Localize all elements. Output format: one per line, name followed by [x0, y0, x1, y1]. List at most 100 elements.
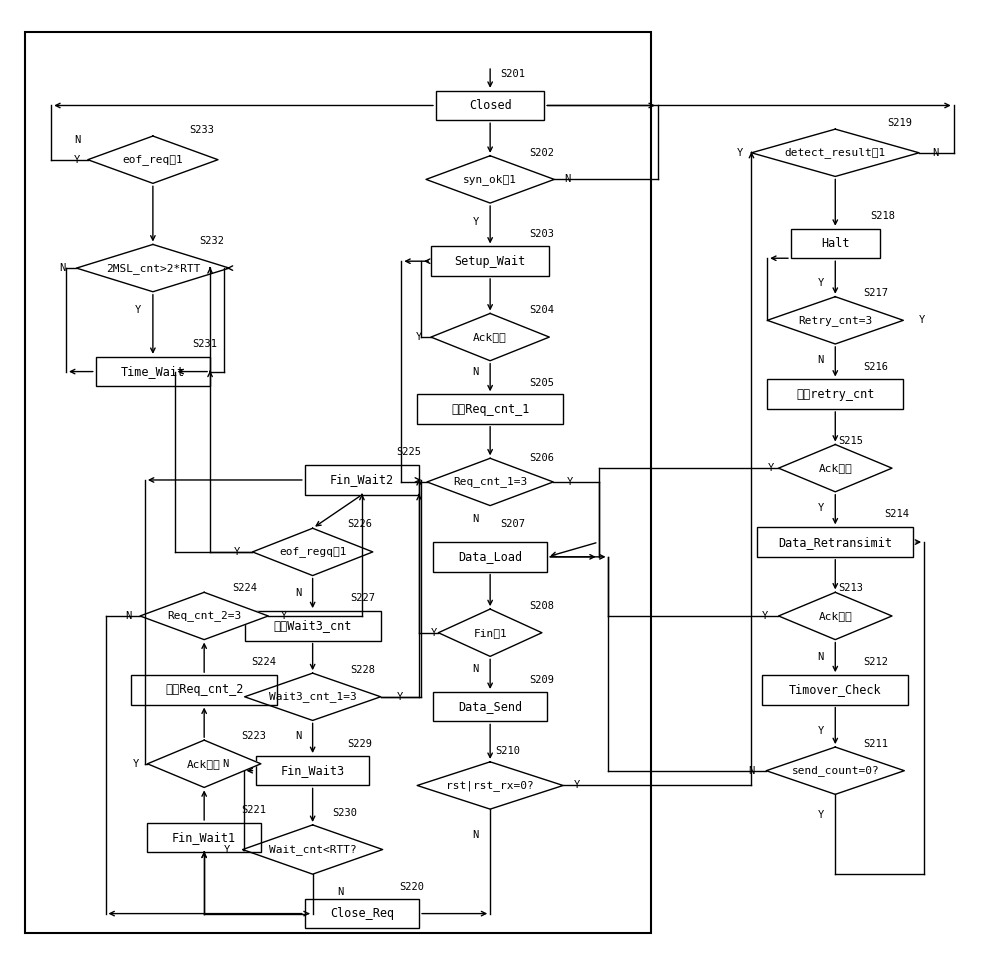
- Bar: [256, 756, 369, 786]
- Polygon shape: [431, 314, 549, 361]
- Text: N: N: [59, 263, 65, 273]
- Text: S218: S218: [870, 211, 895, 221]
- Text: S219: S219: [888, 119, 913, 128]
- Text: Ack有效: Ack有效: [818, 611, 852, 621]
- Text: Y: Y: [135, 305, 141, 316]
- Text: S201: S201: [500, 69, 525, 79]
- Text: S224: S224: [232, 584, 257, 593]
- Bar: [131, 675, 277, 704]
- Text: Fin_Wait1: Fin_Wait1: [172, 832, 236, 844]
- Text: S229: S229: [347, 739, 372, 749]
- Polygon shape: [751, 129, 919, 176]
- Text: N: N: [295, 589, 301, 598]
- Text: N: N: [74, 135, 80, 145]
- Text: S205: S205: [530, 378, 555, 389]
- Bar: [417, 394, 563, 424]
- Text: N: N: [818, 653, 824, 662]
- Text: N: N: [222, 759, 228, 768]
- Text: Y: Y: [472, 217, 479, 227]
- Text: Req_cnt_1=3: Req_cnt_1=3: [453, 477, 527, 487]
- Text: N: N: [125, 611, 132, 621]
- Polygon shape: [427, 458, 553, 505]
- Bar: [436, 91, 544, 121]
- Text: 2MSL_cnt>2*RTT: 2MSL_cnt>2*RTT: [106, 262, 200, 274]
- Text: S204: S204: [530, 305, 555, 316]
- Text: S208: S208: [530, 601, 555, 612]
- Text: Close_Req: Close_Req: [330, 907, 394, 920]
- Text: Y: Y: [818, 278, 824, 288]
- Bar: [431, 246, 549, 276]
- Text: N: N: [472, 367, 479, 376]
- Text: N: N: [932, 147, 938, 158]
- Text: Y: Y: [133, 759, 139, 768]
- Text: send_count=0?: send_count=0?: [791, 766, 879, 776]
- Text: S206: S206: [530, 454, 555, 463]
- Text: S210: S210: [495, 746, 520, 756]
- Text: N: N: [295, 731, 301, 742]
- Polygon shape: [767, 297, 903, 344]
- Text: Fin为1: Fin为1: [473, 628, 507, 637]
- Text: Y: Y: [74, 155, 80, 165]
- Bar: [767, 380, 903, 409]
- Text: N: N: [472, 515, 479, 524]
- Text: 计数retry_cnt: 计数retry_cnt: [796, 388, 874, 401]
- Bar: [25, 32, 651, 933]
- Text: 计数Req_cnt_1: 计数Req_cnt_1: [451, 403, 529, 415]
- Polygon shape: [426, 156, 554, 203]
- Text: S202: S202: [530, 147, 555, 158]
- Text: Y: Y: [224, 844, 230, 855]
- Text: N: N: [564, 174, 570, 185]
- Text: Y: Y: [761, 611, 768, 621]
- Text: S216: S216: [863, 362, 888, 371]
- Bar: [433, 542, 547, 571]
- Text: Data_Retransimit: Data_Retransimit: [778, 536, 892, 548]
- Text: Y: Y: [818, 726, 824, 736]
- Text: S231: S231: [192, 339, 217, 349]
- Text: N: N: [472, 830, 479, 839]
- Text: detect_result为1: detect_result为1: [785, 147, 886, 158]
- Text: S226: S226: [347, 520, 372, 529]
- Text: S207: S207: [500, 520, 525, 529]
- Text: 计数Req_cnt_2: 计数Req_cnt_2: [165, 683, 243, 697]
- Polygon shape: [140, 592, 268, 639]
- Text: Data_Load: Data_Load: [458, 550, 522, 564]
- Bar: [305, 899, 419, 928]
- Text: N: N: [337, 887, 344, 897]
- Polygon shape: [88, 136, 218, 184]
- Text: Time_Wait: Time_Wait: [121, 365, 185, 378]
- Text: rst|rst_rx=0?: rst|rst_rx=0?: [446, 780, 534, 790]
- Text: S221: S221: [242, 805, 267, 815]
- Text: S220: S220: [399, 882, 424, 892]
- Text: S209: S209: [530, 675, 555, 685]
- Text: S203: S203: [530, 229, 555, 238]
- Text: Y: Y: [431, 628, 437, 637]
- Bar: [762, 675, 908, 704]
- Polygon shape: [438, 609, 542, 657]
- Text: Y: Y: [567, 477, 573, 487]
- Text: Y: Y: [919, 315, 925, 325]
- Text: Fin_Wait3: Fin_Wait3: [281, 765, 345, 777]
- Bar: [245, 612, 381, 640]
- Bar: [147, 823, 261, 853]
- Text: Data_Send: Data_Send: [458, 701, 522, 713]
- Polygon shape: [76, 244, 229, 292]
- Text: eof_regq为1: eof_regq为1: [279, 546, 346, 557]
- Text: 计数Wait3_cnt: 计数Wait3_cnt: [273, 619, 352, 633]
- Text: Y: Y: [574, 781, 580, 790]
- Text: S212: S212: [863, 657, 888, 667]
- Text: S211: S211: [863, 739, 888, 749]
- Polygon shape: [779, 444, 892, 492]
- Text: Y: Y: [234, 546, 240, 557]
- Text: S214: S214: [885, 509, 910, 520]
- Polygon shape: [147, 740, 261, 788]
- Bar: [96, 357, 210, 387]
- Text: Y: Y: [768, 463, 774, 473]
- Text: S227: S227: [350, 593, 375, 603]
- Text: S225: S225: [396, 447, 421, 457]
- Polygon shape: [245, 673, 381, 721]
- Text: Retry_cnt=3: Retry_cnt=3: [798, 315, 872, 325]
- Text: Y: Y: [737, 147, 743, 158]
- Bar: [757, 527, 913, 557]
- Text: Closed: Closed: [469, 99, 512, 112]
- Text: syn_ok为1: syn_ok为1: [463, 174, 517, 185]
